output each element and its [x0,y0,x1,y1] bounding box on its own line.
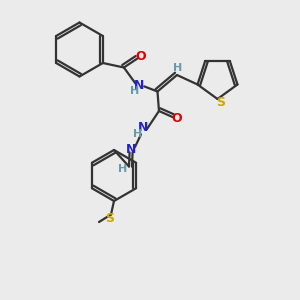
Text: S: S [106,212,115,225]
Text: N: N [134,79,145,92]
Text: N: N [138,121,148,134]
Text: N: N [126,143,136,156]
Text: O: O [136,50,146,63]
Text: O: O [171,112,182,125]
Text: H: H [118,164,127,174]
Text: S: S [217,95,226,109]
Text: H: H [173,62,182,73]
Text: H: H [134,128,142,139]
Text: H: H [130,85,139,96]
